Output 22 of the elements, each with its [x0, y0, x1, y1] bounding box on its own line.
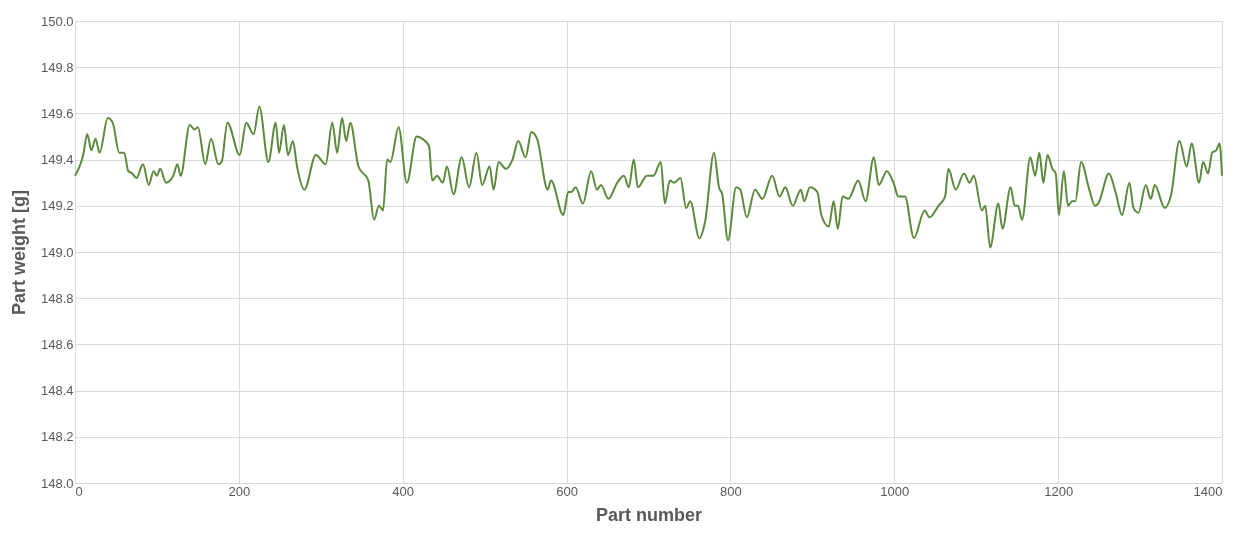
- x-tick-label: 1400: [1193, 483, 1223, 499]
- x-axis-title: Part number: [595, 504, 703, 525]
- y-tick-label: 148.6: [40, 336, 74, 352]
- x-tick-label: 800: [720, 483, 742, 499]
- y-tick-label: 148.8: [40, 290, 74, 306]
- x-tick-label: 0: [75, 483, 83, 499]
- y-tick-label: 149.2: [40, 198, 74, 214]
- y-tick-label: 149.0: [40, 244, 74, 260]
- y-tick-label: 148.0: [40, 475, 74, 491]
- y-tick-label: 149.6: [40, 105, 74, 121]
- y-tick-label: 150.0: [40, 13, 74, 29]
- x-tick-label: 1200: [1044, 483, 1074, 499]
- y-tick-label: 148.2: [40, 429, 74, 445]
- y-tick-label: 149.8: [40, 59, 74, 75]
- line-series: [74, 105, 1223, 249]
- x-tick-label: 400: [392, 483, 415, 499]
- y-tick-label: 148.4: [40, 383, 74, 399]
- y-axis-title: Part weight [g]: [8, 190, 29, 315]
- x-tick-label: 1000: [880, 483, 910, 499]
- y-tick-label: 149.4: [40, 152, 74, 168]
- x-tick-label: 600: [556, 483, 578, 499]
- x-tick-label: 200: [228, 483, 251, 499]
